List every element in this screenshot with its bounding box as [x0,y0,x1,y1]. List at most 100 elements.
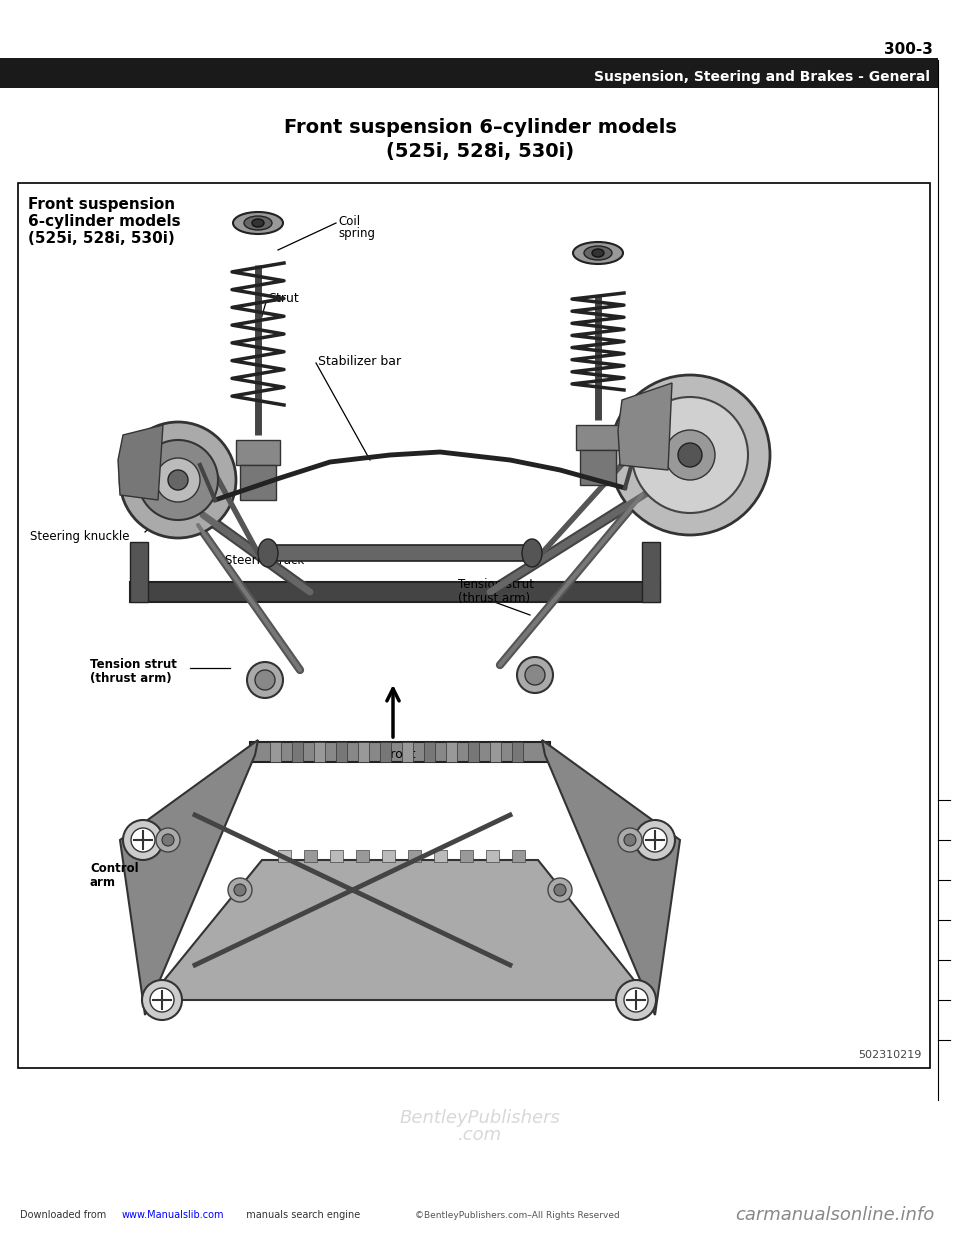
Circle shape [150,987,174,1012]
Bar [512,741,523,763]
Bar [270,741,281,763]
Circle shape [517,657,553,693]
Text: Tension strut: Tension strut [90,658,177,671]
Bar [446,741,457,763]
Circle shape [616,980,656,1020]
Circle shape [156,458,200,502]
Circle shape [624,987,648,1012]
Text: ©BentleyPublishers.com–All Rights Reserved: ©BentleyPublishers.com–All Rights Reserv… [415,1211,620,1220]
Circle shape [142,980,182,1020]
Bar [268,545,532,561]
Bar [278,850,291,862]
Text: (thrust arm): (thrust arm) [90,672,172,686]
Circle shape [554,884,566,895]
Text: 502310219: 502310219 [858,1049,922,1059]
Circle shape [678,443,702,467]
Circle shape [168,469,188,491]
Text: Stabilizer bar: Stabilizer bar [318,355,401,368]
Bar [130,582,660,602]
Bar [130,542,148,602]
Bar [434,850,447,862]
Text: 300-3: 300-3 [884,42,933,57]
Circle shape [247,662,283,698]
Polygon shape [618,383,672,469]
Circle shape [635,820,675,859]
Bar [490,741,501,763]
Circle shape [643,828,667,852]
Circle shape [632,397,748,513]
Bar [382,850,395,862]
Text: 6-cylinder models: 6-cylinder models [28,214,180,229]
Text: Front: Front [384,748,416,761]
Text: Strut: Strut [268,292,299,306]
Bar [336,741,347,763]
Text: Control: Control [90,862,138,876]
Circle shape [120,422,236,538]
Bar [642,542,660,602]
Circle shape [162,833,174,846]
Bar [0,58,938,88]
Bar [250,741,550,763]
Text: (thrust arm): (thrust arm) [458,592,530,605]
Bar [512,850,525,862]
Text: Tension strut: Tension strut [458,578,534,591]
Bar [314,741,325,763]
Ellipse shape [233,212,283,233]
Text: .com: .com [458,1126,502,1144]
Circle shape [525,664,545,686]
Circle shape [255,669,275,691]
Text: spring: spring [338,227,375,240]
Circle shape [548,878,572,902]
Bar [580,450,616,484]
Bar [236,440,280,465]
Text: (525i, 528i, 530i): (525i, 528i, 530i) [28,231,175,246]
Circle shape [123,820,163,859]
Text: Coil: Coil [338,215,360,229]
Bar [486,850,499,862]
Bar [18,183,930,1068]
Polygon shape [148,859,650,1000]
Text: manuals search engine: manuals search engine [240,1210,360,1220]
Bar [292,741,303,763]
Text: Steering knuckle: Steering knuckle [30,530,130,543]
Text: Suspension, Steering and Brakes - General: Suspension, Steering and Brakes - Genera… [594,70,930,84]
Text: arm: arm [90,876,116,889]
Text: Downloaded from: Downloaded from [20,1210,109,1220]
Circle shape [618,828,642,852]
Circle shape [131,828,155,852]
Ellipse shape [522,539,542,568]
Text: www.Manualslib.com: www.Manualslib.com [122,1210,225,1220]
Circle shape [228,878,252,902]
Ellipse shape [584,246,612,260]
Ellipse shape [573,242,623,265]
Ellipse shape [244,216,272,230]
Text: BentleyPublishers: BentleyPublishers [399,1109,561,1126]
Bar [304,850,317,862]
Polygon shape [120,740,258,1015]
Circle shape [610,375,770,535]
Circle shape [234,884,246,895]
Text: Steering rack: Steering rack [225,554,304,568]
Text: carmanualsonline.info: carmanualsonline.info [734,1206,934,1225]
Circle shape [156,828,180,852]
Ellipse shape [252,219,264,227]
Bar [358,741,369,763]
Bar [576,425,620,450]
Polygon shape [542,740,680,1015]
Ellipse shape [592,248,604,257]
Bar [356,850,369,862]
Circle shape [624,833,636,846]
Text: Front suspension: Front suspension [28,197,175,212]
Ellipse shape [258,539,278,568]
Bar [468,741,479,763]
Bar [460,850,473,862]
Bar [424,741,435,763]
Polygon shape [118,425,163,501]
Text: Front suspension 6–cylinder models: Front suspension 6–cylinder models [283,118,677,137]
Text: (525i, 528i, 530i): (525i, 528i, 530i) [386,142,574,161]
Bar [402,741,413,763]
Bar [380,741,391,763]
Circle shape [665,430,715,479]
Circle shape [138,440,218,520]
Bar [408,850,421,862]
